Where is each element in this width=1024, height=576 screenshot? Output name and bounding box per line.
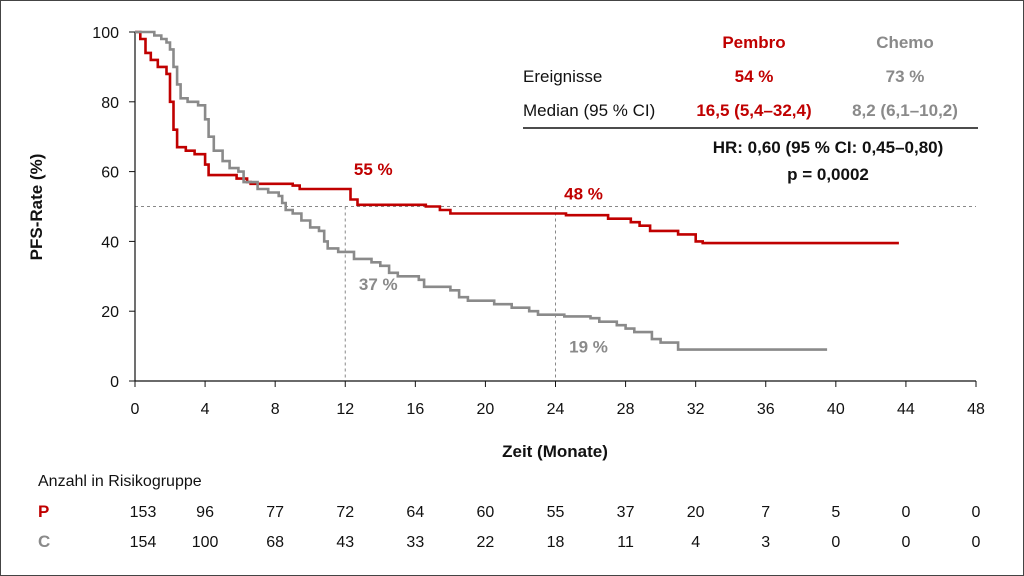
risk-cell: 22 — [477, 534, 495, 551]
risk-cell: 43 — [336, 534, 354, 551]
risk-cell: 100 — [192, 534, 219, 551]
risk-cell: 5 — [831, 504, 840, 521]
risk-cell: 4 — [691, 534, 700, 551]
x-tick-label: 44 — [897, 401, 915, 418]
x-axis-title: Zeit (Monate) — [502, 442, 608, 461]
stats-median-pembro: 16,5 (5,4–32,4) — [696, 101, 811, 120]
y-tick-label: 80 — [101, 95, 119, 112]
stats-median-label: Median (95 % CI) — [523, 101, 655, 120]
risk-cell: 0 — [901, 534, 910, 551]
risk-table: Anzahl in Risikogruppe P 153 96 77 72 64 60 55 3… — [38, 473, 981, 551]
curve-pembro — [135, 30, 899, 245]
risk-table-title: Anzahl in Risikogruppe — [38, 473, 202, 490]
x-tick-label: 20 — [477, 401, 495, 418]
y-tick-label: 100 — [92, 25, 119, 42]
survival-curves — [135, 30, 899, 351]
annotation-pembro-24: 48 % — [564, 184, 603, 203]
risk-cell: 0 — [972, 504, 981, 521]
x-tick-label: 24 — [547, 401, 565, 418]
annotation-chemo-12: 37 % — [359, 275, 398, 294]
curve-annotations: 55 % 48 % 37 % 19 % — [354, 160, 608, 357]
risk-cell: 77 — [266, 504, 284, 521]
risk-cell: 96 — [196, 504, 214, 521]
risk-cell: 0 — [831, 534, 840, 551]
x-tick-label: 4 — [201, 401, 210, 418]
x-tick-label: 40 — [827, 401, 845, 418]
x-tick-label: 8 — [271, 401, 280, 418]
x-tick-label: 28 — [617, 401, 635, 418]
stats-hr: HR: 0,60 (95 % CI: 0,45–0,80) — [713, 138, 944, 157]
stats-events-chemo: 73 % — [886, 67, 925, 86]
risk-cell: 154 — [130, 534, 157, 551]
y-tick-label: 0 — [110, 374, 119, 391]
risk-row-label-p: P — [38, 502, 49, 521]
stats-p: p = 0,0002 — [787, 165, 869, 184]
y-axis-title: PFS-Rate (%) — [27, 154, 46, 261]
stats-col-pembro: Pembro — [722, 33, 785, 52]
stats-events-label: Ereignisse — [523, 67, 602, 86]
risk-cell: 68 — [266, 534, 284, 551]
risk-cell: 37 — [617, 504, 635, 521]
risk-cell: 18 — [547, 534, 565, 551]
risk-cell: 20 — [687, 504, 705, 521]
annotation-chemo-24: 19 % — [569, 338, 608, 357]
stats-events-pembro: 54 % — [735, 67, 774, 86]
x-tick-label: 16 — [406, 401, 424, 418]
y-tick-label: 20 — [101, 304, 119, 321]
curve-chemo — [135, 30, 828, 351]
x-tick-label: 36 — [757, 401, 775, 418]
annotation-pembro-12: 55 % — [354, 160, 393, 179]
risk-cell: 60 — [477, 504, 495, 521]
y-tick-labels: 0 20 40 60 80 100 — [92, 25, 135, 391]
stats-median-chemo: 8,2 (6,1–10,2) — [852, 101, 958, 120]
risk-cell: 11 — [617, 534, 634, 551]
y-tick-label: 60 — [101, 165, 119, 182]
x-tick-label: 32 — [687, 401, 705, 418]
y-tick-label: 40 — [101, 234, 119, 251]
risk-cell: 3 — [761, 534, 770, 551]
risk-cell: 64 — [406, 504, 424, 521]
reference-lines — [135, 206, 976, 381]
stats-col-chemo: Chemo — [876, 33, 934, 52]
x-tick-labels: 0 4 8 12 16 20 24 28 32 36 40 44 48 — [131, 381, 985, 418]
risk-cell: 153 — [130, 504, 157, 521]
x-tick-label: 12 — [336, 401, 354, 418]
risk-cell: 0 — [901, 504, 910, 521]
stats-table: Pembro Chemo Ereignisse 54 % 73 % Median… — [523, 33, 978, 184]
risk-cell: 55 — [547, 504, 565, 521]
x-tick-label: 48 — [967, 401, 985, 418]
risk-cell: 0 — [972, 534, 981, 551]
risk-cell: 72 — [336, 504, 354, 521]
risk-row-label-c: C — [38, 532, 50, 551]
risk-cell: 7 — [761, 504, 770, 521]
risk-cell: 33 — [406, 534, 424, 551]
x-tick-label: 0 — [131, 401, 140, 418]
